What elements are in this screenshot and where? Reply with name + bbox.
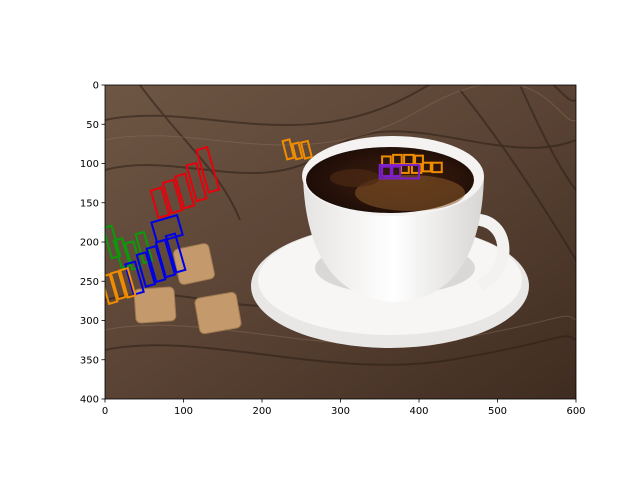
y-tick-label: 300	[80, 316, 99, 327]
purple-group-cup-box	[378, 164, 420, 180]
blue-group-box	[135, 251, 157, 288]
red-group-box	[185, 161, 208, 203]
x-tick-label: 500	[488, 406, 507, 417]
blue-group-box	[145, 244, 167, 284]
blue-group-box	[123, 260, 145, 296]
purple-group-cup-box	[391, 165, 402, 178]
x-tick-label: 0	[102, 406, 108, 417]
blue-group-box	[164, 232, 187, 274]
red-group-box	[149, 186, 171, 220]
x-axis: 0 100 200 300 400 500 600	[102, 399, 586, 417]
blue-group-box	[150, 213, 184, 244]
y-tick-label: 400	[80, 395, 99, 406]
orange-group-left-box	[109, 270, 128, 301]
y-axis: 0 50 100 150 200 250 300 350 400	[80, 81, 105, 406]
orange-group-top-box	[299, 139, 313, 160]
x-tick-label: 400	[409, 406, 428, 417]
y-tick-label: 150	[80, 198, 99, 209]
red-group-box	[161, 178, 184, 215]
y-tick-label: 200	[80, 238, 99, 249]
orange-group-top-box	[291, 141, 304, 161]
annotation-boxes	[105, 138, 443, 306]
x-tick-label: 100	[174, 406, 193, 417]
orange-group-cup-box	[421, 161, 432, 173]
y-tick-label: 50	[86, 120, 99, 131]
orange-group-left-box	[118, 266, 137, 299]
x-tick-label: 600	[566, 406, 585, 417]
orange-group-top-box	[281, 138, 296, 161]
y-tick-label: 0	[93, 81, 99, 92]
red-group-box	[195, 145, 221, 194]
orange-group-cup-box	[431, 161, 443, 174]
purple-group-cup-box	[381, 165, 392, 178]
x-tick-label: 200	[252, 406, 271, 417]
y-tick-label: 350	[80, 355, 99, 366]
y-tick-label: 250	[80, 277, 99, 288]
y-tick-label: 100	[80, 159, 99, 170]
red-group-box	[173, 172, 196, 210]
photo-image	[105, 85, 576, 399]
x-tick-label: 300	[331, 406, 350, 417]
